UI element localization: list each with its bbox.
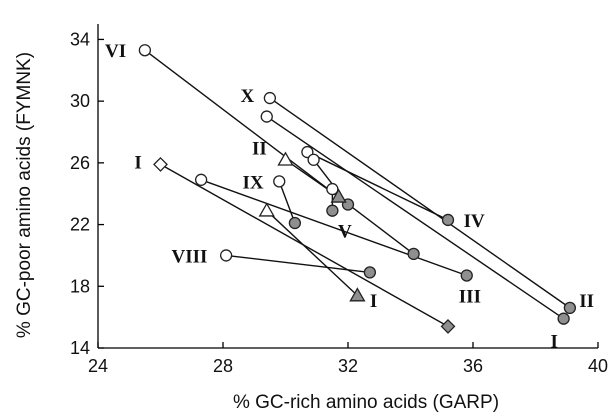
connector-line	[307, 151, 449, 221]
y-tick-label: 34	[70, 29, 90, 49]
y-axis-title: % GC-poor amino acids (FYMNK)	[14, 52, 35, 338]
point-label: VIII	[171, 246, 207, 267]
axes: 24 28 32 36 40 14 18 22 26 30 34	[70, 24, 608, 376]
triangle-filled-marker	[330, 188, 347, 203]
point-label: I	[370, 291, 377, 312]
x-axis-title: % GC-rich amino acids (GARP)	[233, 392, 499, 413]
connector-lines	[144, 49, 571, 328]
circle-open-marker	[260, 110, 273, 123]
y-tick-label: 18	[70, 276, 90, 296]
y-tick-label: 22	[70, 215, 90, 235]
connector-line	[269, 97, 571, 309]
point-label: VI	[105, 41, 126, 62]
circle-filled-marker	[407, 247, 420, 261]
data-markers	[138, 44, 577, 334]
circle-open-marker	[219, 249, 233, 262]
circle-open-marker	[307, 153, 320, 166]
circle-open-marker	[273, 175, 286, 188]
y-tick-label: 14	[70, 338, 90, 358]
point-label: IV	[464, 211, 485, 232]
y-tick-label: 26	[70, 153, 90, 173]
triangle-filled-marker	[349, 287, 366, 302]
circle-filled-marker	[326, 204, 339, 217]
circle-filled-marker	[363, 266, 377, 279]
connector-line	[144, 49, 415, 255]
point-label: X	[241, 86, 255, 107]
x-tick-label: 24	[88, 356, 108, 376]
x-tick-label: 40	[588, 356, 608, 376]
circle-filled-marker	[460, 269, 473, 282]
connector-line	[266, 115, 565, 320]
x-tick-label: 28	[213, 356, 233, 376]
circle-filled-marker	[557, 312, 570, 325]
y-tick-label: 30	[70, 91, 90, 111]
circle-open-marker	[138, 44, 152, 57]
x-tick-label: 36	[463, 356, 483, 376]
point-label: IX	[243, 172, 264, 193]
point-label: V	[338, 222, 352, 243]
point-label: II	[252, 138, 267, 159]
circle-open-marker	[326, 182, 339, 196]
triangle-open-marker	[277, 151, 294, 166]
circle-filled-marker	[441, 213, 455, 227]
point-label: I	[551, 331, 558, 352]
x-tick-label: 32	[338, 356, 358, 376]
diamond-open-marker	[153, 156, 168, 172]
connector-line	[200, 179, 467, 277]
point-label: II	[579, 291, 594, 312]
circle-open-marker	[263, 91, 277, 105]
connector-line	[278, 181, 296, 224]
point-label: I	[134, 152, 141, 173]
diamond-filled-marker	[440, 318, 456, 334]
circle-filled-marker	[563, 301, 577, 315]
circle-open-marker	[194, 173, 208, 186]
circle-filled-marker	[288, 216, 302, 230]
triangle-open-marker	[258, 202, 275, 217]
connector-line	[266, 210, 358, 297]
point-label: III	[459, 287, 481, 308]
